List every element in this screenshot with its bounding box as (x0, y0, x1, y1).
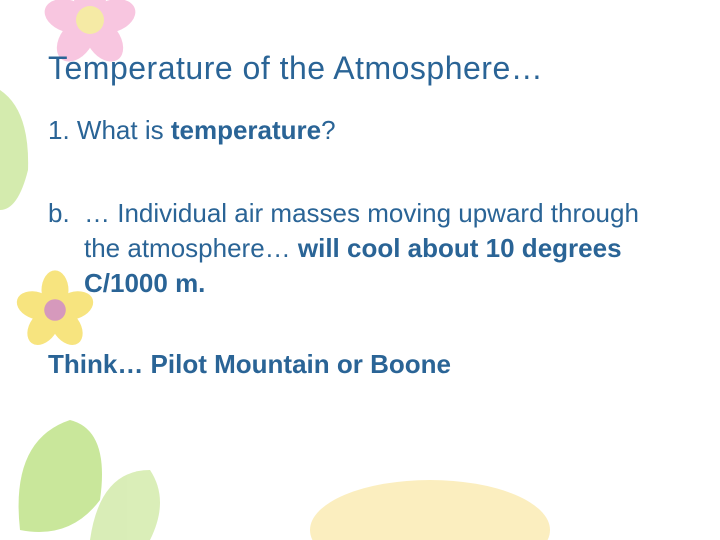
leaf-shape-2 (19, 420, 160, 540)
question-suffix: ? (321, 115, 335, 145)
slide-title: Temperature of the Atmosphere… (48, 50, 672, 87)
item-bullet: b. (48, 196, 84, 301)
think-line: Think… Pilot Mountain or Boone (48, 349, 672, 380)
blob-yellow (310, 480, 550, 540)
question-line: 1. What is temperature? (48, 115, 672, 146)
body-item-b: b. … Individual air masses moving upward… (48, 196, 672, 301)
slide-content: Temperature of the Atmosphere… 1. What i… (0, 0, 720, 380)
question-prefix: 1. What is (48, 115, 171, 145)
item-text: … Individual air masses moving upward th… (84, 196, 672, 301)
question-bold: temperature (171, 115, 321, 145)
